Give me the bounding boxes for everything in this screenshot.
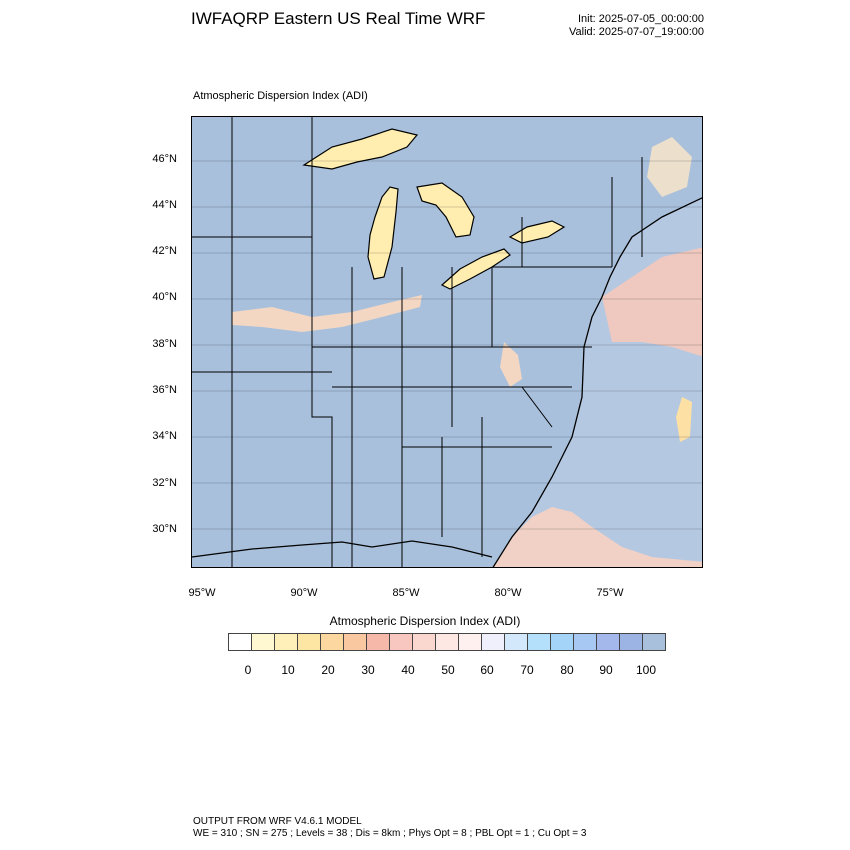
- map-panel: [191, 116, 703, 568]
- colorbar-box-14: [551, 634, 574, 650]
- lake-huron: [416, 182, 475, 238]
- lake-michigan: [367, 186, 399, 280]
- colorbar-tick-40: 40: [401, 663, 415, 677]
- colorbar-box-12: [505, 634, 528, 650]
- colorbar-box-18: [643, 634, 665, 650]
- field-label: Atmospheric Dispersion Index (ADI): [193, 90, 368, 102]
- model-footer: OUTPUT FROM WRF V4.6.1 MODEL WE = 310 ; …: [193, 816, 586, 840]
- colorbar-tick-100: 100: [635, 663, 657, 677]
- colorbar-box-15: [574, 634, 597, 650]
- lat-label-34n: 34°N: [152, 430, 177, 442]
- lake-erie: [440, 248, 511, 290]
- lon-label-85w: 85°W: [392, 587, 420, 599]
- lat-label-38n: 38°N: [152, 338, 177, 350]
- colorbar-box-0: [229, 634, 252, 650]
- model-version: OUTPUT FROM WRF V4.6.1 MODEL: [193, 816, 362, 827]
- lon-label-95w: 95°W: [188, 587, 216, 599]
- lon-label-80w: 80°W: [494, 587, 522, 599]
- colorbar-tick-0: 0: [244, 663, 252, 677]
- lake-superior: [302, 128, 419, 170]
- colorbar-box-5: [344, 634, 367, 650]
- colorbar-box-16: [597, 634, 620, 650]
- model-config: WE = 310 ; SN = 275 ; Levels = 38 ; Dis …: [193, 828, 587, 839]
- colorbar-tick-70: 70: [520, 663, 534, 677]
- gulf-coastline: [192, 540, 493, 558]
- graticule: [192, 160, 702, 530]
- colorbar-tick-80: 80: [560, 663, 574, 677]
- colorbar-title: Atmospheric Dispersion Index (ADI): [329, 614, 521, 628]
- init-time: Init: 2025-07-05_00:00:00: [578, 13, 704, 25]
- lon-label-75w: 75°W: [596, 587, 624, 599]
- colorbar-box-6: [367, 634, 390, 650]
- maine-low-index-patch: [647, 137, 692, 197]
- state-borders: [192, 117, 643, 567]
- colorbar-tick-10: 10: [281, 663, 295, 677]
- colorbar-tick-60: 60: [480, 663, 494, 677]
- land-low-index-band: [232, 295, 422, 332]
- ocean-low-index-patch: [602, 247, 702, 357]
- colorbar-tick-30: 30: [361, 663, 375, 677]
- colorbar-box-13: [528, 634, 551, 650]
- virginia-low-index-patch: [500, 342, 522, 387]
- colorbar-box-2: [275, 634, 298, 650]
- colorbar-box-1: [252, 634, 275, 650]
- colorbar-tick-90: 90: [599, 663, 613, 677]
- colorbar: [228, 633, 666, 651]
- coastline-south: [492, 346, 585, 567]
- colorbar-box-17: [620, 634, 643, 650]
- page-title: IWFAQRP Eastern US Real Time WRF: [191, 9, 486, 28]
- colorbar-box-7: [390, 634, 413, 650]
- lat-label-40n: 40°N: [152, 291, 177, 303]
- lat-label-44n: 44°N: [152, 199, 177, 211]
- colorbar-box-11: [482, 634, 505, 650]
- ocean-low-index-patch-south: [493, 507, 702, 567]
- lat-label-42n: 42°N: [152, 245, 177, 257]
- colorbar-box-10: [459, 634, 482, 650]
- colorbar-box-4: [321, 634, 344, 650]
- colorbar-tick-50: 50: [441, 663, 455, 677]
- colorbar-tick-20: 20: [321, 663, 335, 677]
- lon-label-90w: 90°W: [290, 587, 318, 599]
- lat-label-32n: 32°N: [152, 477, 177, 489]
- colorbar-box-3: [298, 634, 321, 650]
- lat-label-30n: 30°N: [152, 523, 177, 535]
- init-valid-times: Init: 2025-07-05_00:00:00 Valid: 2025-07…: [569, 13, 704, 39]
- valid-time: Valid: 2025-07-07_19:00:00: [569, 26, 704, 38]
- lat-label-36n: 36°N: [152, 384, 177, 396]
- map-canvas: [192, 117, 702, 567]
- lat-label-46n: 46°N: [152, 153, 177, 165]
- ocean-small-patch: [676, 397, 692, 442]
- coastline-north: [583, 197, 702, 348]
- colorbar-box-9: [436, 634, 459, 650]
- colorbar-box-8: [413, 634, 436, 650]
